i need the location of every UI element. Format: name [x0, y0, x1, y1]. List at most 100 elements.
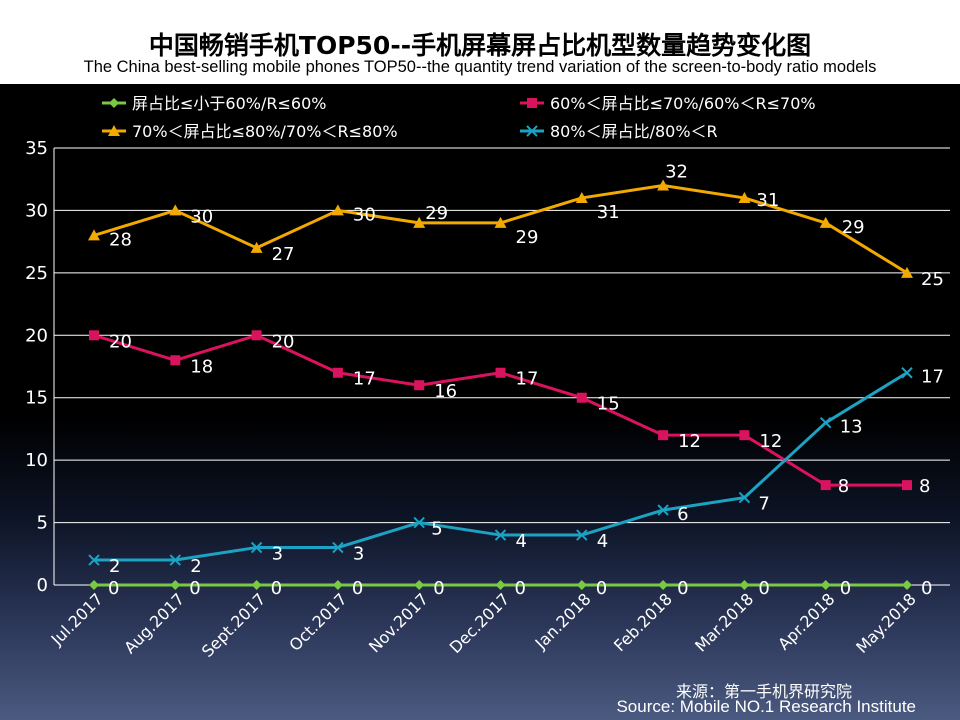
data-label-1-2: 20: [272, 331, 295, 352]
data-point-2-3: [331, 204, 344, 216]
data-label-2-5: 29: [516, 227, 539, 248]
data-point-3-6: [576, 529, 588, 541]
data-label-3-8: 7: [758, 494, 769, 515]
x-tick-label: Jan.2018: [531, 589, 595, 653]
data-point-3-3: [332, 541, 344, 554]
data-point-3-1: [169, 554, 182, 566]
data-point-2-8: [738, 191, 751, 203]
source-en: Source: Mobile NO.1 Research Institute: [616, 697, 916, 716]
data-label-0-8: 0: [758, 578, 769, 599]
y-tick-label: 20: [25, 325, 48, 346]
data-label-1-1: 18: [190, 356, 213, 377]
x-tick-label: Aug.2017: [120, 589, 188, 657]
data-point-2-6: [575, 191, 588, 203]
data-label-3-5: 4: [516, 531, 527, 552]
data-label-3-9: 13: [840, 417, 863, 438]
data-point-1-8: [739, 430, 750, 441]
data-point-0-1: [170, 580, 181, 590]
data-label-2-0: 28: [109, 229, 132, 250]
x-tick-label: Dec.2017: [446, 589, 514, 657]
data-label-1-3: 17: [353, 369, 376, 390]
legend-marker-0: [109, 98, 119, 108]
data-point-3-5: [494, 529, 507, 541]
data-point-1-2: [251, 330, 262, 341]
data-point-1-6: [576, 392, 587, 403]
data-point-2-4: [413, 216, 426, 228]
x-tick-label: Jul.2017: [47, 589, 107, 649]
y-tick-label: 15: [25, 388, 48, 409]
data-label-0-9: 0: [840, 578, 851, 599]
data-point-0-8: [739, 580, 750, 590]
data-label-2-4: 29: [425, 203, 448, 224]
data-label-0-5: 0: [515, 578, 526, 599]
legend-marker-2: [108, 125, 120, 136]
y-tick-label: 0: [37, 575, 48, 596]
data-label-1-4: 16: [434, 381, 457, 402]
data-label-0-6: 0: [596, 578, 607, 599]
data-label-2-2: 27: [272, 244, 295, 265]
legend-label-2: 70%＜屏占比≤80%/70%＜R≤80%: [132, 122, 398, 141]
data-label-0-2: 0: [271, 578, 282, 599]
x-tick-label: Mar.2018: [691, 589, 757, 655]
legend-label-0: 屏占比≤小于60%/R≤60%: [132, 94, 326, 113]
chart-title: 中国畅销手机TOP50--手机屏幕屏占比机型数量趋势变化图: [148, 31, 812, 60]
data-point-1-9: [820, 480, 831, 491]
data-label-3-7: 6: [677, 504, 688, 525]
data-label-2-1: 30: [190, 206, 213, 227]
data-point-0-7: [658, 580, 669, 590]
title-block: 中国畅销手机TOP50--手机屏幕屏占比机型数量趋势变化图 The China …: [0, 0, 960, 84]
data-point-3-9: [819, 416, 832, 429]
data-point-3-2: [250, 541, 263, 554]
data-point-0-6: [576, 580, 587, 590]
data-point-0-3: [332, 580, 343, 590]
data-point-1-7: [658, 430, 669, 441]
data-label-1-8: 12: [759, 431, 782, 452]
data-point-2-2: [250, 241, 263, 253]
legend-marker-1: [527, 98, 537, 108]
data-point-3-10: [901, 367, 913, 379]
data-label-0-1: 0: [189, 578, 200, 599]
data-point-3-0: [88, 554, 100, 566]
series-line-3: [94, 371, 908, 562]
data-label-1-6: 15: [597, 394, 620, 415]
y-tick-label: 5: [37, 513, 48, 534]
data-point-0-5: [495, 580, 506, 590]
data-point-0-4: [414, 580, 425, 590]
data-point-2-7: [657, 179, 670, 191]
legend-label-3: 80%＜屏占比/80%＜R: [550, 122, 718, 141]
chart-subtitle: The China best-selling mobile phones TOP…: [83, 58, 877, 76]
data-label-3-4: 5: [431, 519, 442, 540]
data-point-0-9: [820, 580, 831, 590]
series-line-1: [93, 333, 907, 487]
data-label-3-1: 2: [190, 556, 201, 577]
x-tick-label: Apr.2018: [774, 589, 838, 653]
x-tick-label: Nov.2017: [365, 589, 432, 656]
x-tick-label: Oct.2017: [285, 589, 350, 654]
x-tick-label: Feb.2018: [610, 589, 676, 655]
data-point-3-7: [657, 504, 669, 516]
data-label-2-10: 25: [921, 269, 944, 290]
data-point-3-4: [413, 516, 425, 529]
series-line-2: [93, 183, 908, 275]
legend-marker-3: [526, 125, 538, 137]
data-label-0-4: 0: [433, 578, 444, 599]
data-label-2-7: 32: [665, 161, 688, 182]
data-point-2-5: [494, 216, 507, 228]
data-point-2-10: [901, 266, 913, 278]
data-point-1-1: [170, 355, 181, 366]
data-point-3-8: [738, 491, 751, 504]
data-point-2-1: [169, 204, 182, 216]
data-label-1-9: 8: [838, 476, 849, 497]
data-label-2-9: 29: [842, 217, 865, 238]
y-tick-label: 10: [25, 450, 48, 471]
data-point-0-10: [902, 580, 912, 590]
data-label-2-6: 31: [597, 202, 620, 223]
data-point-0-2: [251, 580, 262, 590]
data-label-0-0: 0: [108, 578, 119, 599]
data-label-3-0: 2: [109, 556, 120, 577]
x-tick-label: May.2018: [852, 589, 920, 657]
data-point-1-10: [902, 480, 912, 491]
y-tick-label: 30: [25, 200, 48, 221]
data-label-2-3: 30: [353, 204, 376, 225]
